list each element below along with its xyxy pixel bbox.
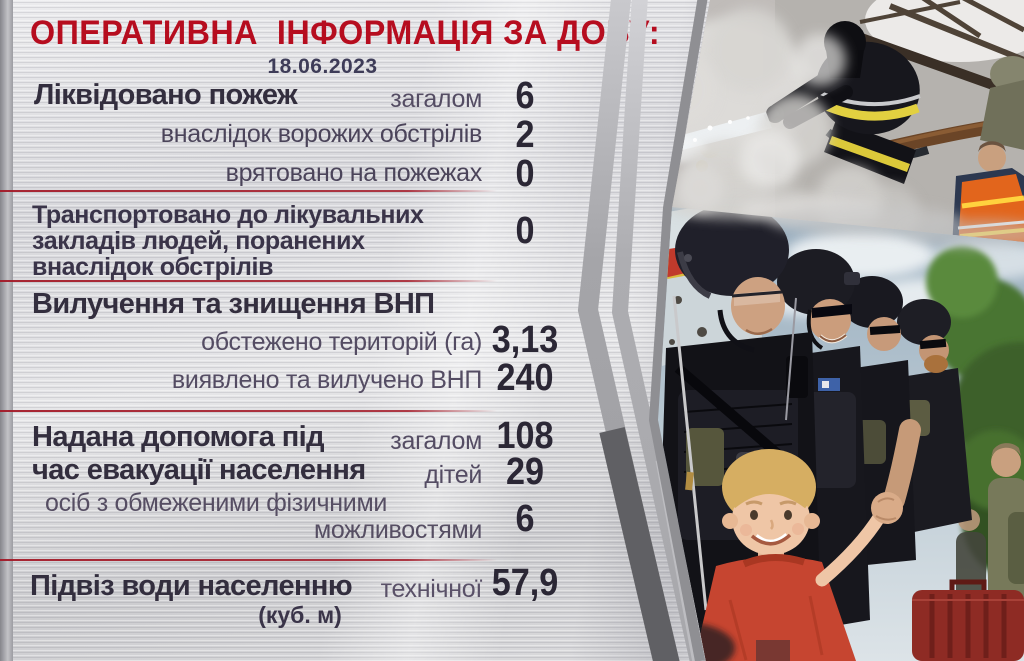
uxo-area-value: 3,13 — [491, 319, 559, 361]
evac-title-line-2: час евакуації населення — [32, 454, 366, 486]
evac-total-label: загалом — [390, 427, 482, 455]
fires-saved-value: 0 — [515, 153, 535, 195]
uxo-area-label: обстежено територій (га) — [201, 328, 482, 356]
fires-title: Ліквідовано пожеж — [34, 79, 298, 111]
photo-sappers-and-child — [658, 196, 1024, 661]
evac-disabled-line-2: можливостями — [313, 516, 482, 544]
evac-disabled-value: 6 — [515, 498, 535, 540]
water-type-label: технічної — [380, 575, 483, 603]
transport-line-3: внаслідок обстрілів — [32, 253, 274, 281]
fires-total-label: загалом — [390, 85, 482, 113]
child-figure — [694, 449, 887, 661]
holding-hands — [871, 419, 921, 524]
fires-total-value: 6 — [515, 75, 535, 117]
evac-disabled-line-1: осіб з обмеженими фізичними — [45, 489, 388, 517]
fires-saved-label: врятовано на пожежах — [225, 159, 483, 187]
chevron-decoration — [577, 0, 708, 661]
photo-seam-smoke — [658, 164, 1024, 248]
wrecked-roof-beams — [859, 0, 1024, 63]
divider-line-1 — [0, 190, 497, 192]
red-suitcase — [912, 579, 1024, 661]
divider-line-2 — [0, 280, 497, 282]
uxo-found-label: виявлено та вилучено ВНП — [171, 366, 482, 394]
photo-collage — [577, 0, 1024, 661]
transport-line-1: Транспортовано до лікувальних — [32, 201, 424, 229]
second-rescuer-figure — [980, 56, 1024, 150]
report-date: 18.06.2023 — [267, 55, 378, 78]
evac-title-line-1: Надана допомога під — [32, 421, 325, 453]
uxo-found-value: 240 — [496, 357, 554, 399]
water-unit: (куб. м) — [258, 602, 342, 628]
transport-line-2: закладів людей, поранених — [32, 227, 365, 255]
evac-total-value: 108 — [496, 415, 554, 457]
divider-line-3 — [0, 410, 497, 412]
divider-line-4 — [0, 559, 497, 561]
transport-value: 0 — [515, 210, 535, 252]
evac-children-label: дітей — [424, 461, 482, 489]
uxo-title: Вилучення та знищення ВНП — [32, 288, 435, 320]
fires-shelling-value: 2 — [515, 114, 535, 156]
water-title: Підвіз води населенню — [30, 570, 353, 602]
water-value: 57,9 — [491, 562, 559, 604]
panel-left-edge — [0, 0, 13, 661]
evac-children-value: 29 — [505, 451, 545, 493]
fires-shelling-label: внаслідок ворожих обстрілів — [160, 120, 483, 148]
sapper-probe-rods — [672, 295, 797, 611]
